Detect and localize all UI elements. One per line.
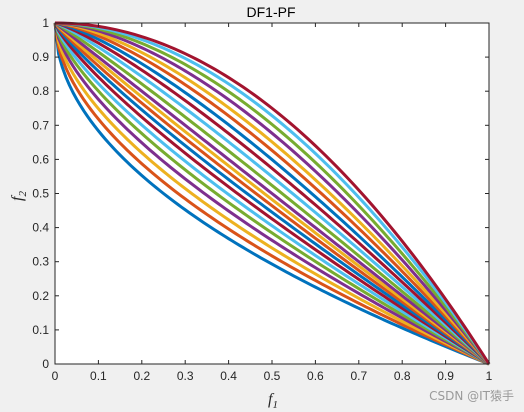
x-axis-label: f1 [268,391,278,411]
y-tick-label: 0.5 [32,187,49,201]
y-axis-label: f2 [9,191,29,201]
series-line-20 [54,21,491,365]
series-line-7 [53,22,490,366]
x-tick-label: 0.3 [177,369,194,383]
x-tick-label: 0.1 [90,369,107,383]
series-line-3 [53,22,490,366]
series-line-12 [54,21,490,366]
x-tick-label: 0.9 [437,369,454,383]
x-tick-label: 0.2 [133,369,150,383]
series-line-15 [54,21,491,366]
chart-title: DF1-PF [247,4,296,20]
x-tick-label: 0 [52,369,59,383]
y-tick-label: 0.7 [32,118,49,132]
y-tick-label: 0.9 [32,50,49,64]
y-axis-label-main: f [9,194,26,201]
x-tick-label: 0.4 [220,369,237,383]
series-line-18 [54,21,491,365]
series-line-19 [54,21,491,365]
y-tick-label: 0.8 [32,84,49,98]
x-tick-label: 1 [486,369,493,383]
series-line-8 [53,22,490,366]
series-layer [53,21,491,366]
x-axis-ticks: 0 0.1 0.2 0.3 0.4 0.5 0.6 0.7 0.8 0.9 1 [52,23,493,383]
series-line-21 [54,21,491,365]
y-tick-label: 1 [42,16,49,30]
y-tick-label: 0.1 [32,323,49,337]
series-line-16 [54,21,491,366]
y-tick-label: 0.2 [32,289,49,303]
y-tick-label: 0.4 [32,221,49,235]
series-line-5 [53,22,490,366]
y-axis-ticks: 0 0.1 0.2 0.3 0.4 0.5 0.6 0.7 0.8 0.9 1 [32,16,489,371]
x-tick-label: 0.8 [394,369,411,383]
x-tick-label: 0.5 [264,369,281,383]
x-axis-label-subscript: 1 [272,399,278,411]
y-axis-label-subscript: 2 [17,191,29,197]
series-line-13 [54,21,491,366]
watermark: CSDN @IT猿手 [429,388,514,403]
series-line-2 [53,22,490,366]
series-line-6 [53,22,490,366]
x-axis-label-main: f [268,391,275,408]
series-line-4 [53,22,490,366]
series-line-9 [53,22,490,366]
series-line-17 [54,21,491,365]
series-line-10 [53,21,490,366]
x-tick-label: 0.6 [307,369,324,383]
series-line-1 [53,22,490,366]
series-line-11 [54,21,490,366]
series-line-14 [54,21,491,366]
y-tick-label: 0.6 [32,152,49,166]
y-tick-label: 0.3 [32,255,49,269]
y-tick-label: 0 [42,357,49,371]
x-tick-label: 0.7 [350,369,367,383]
